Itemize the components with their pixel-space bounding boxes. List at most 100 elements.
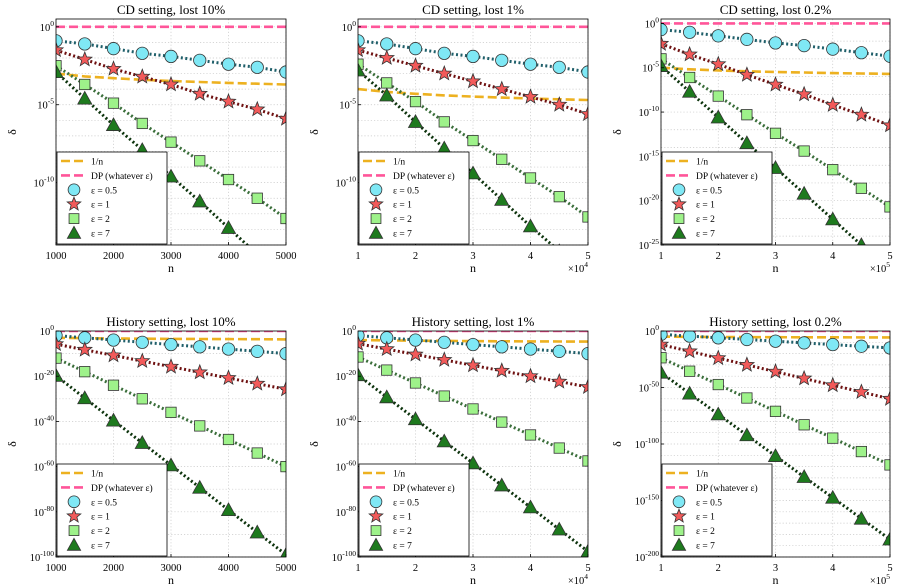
legend-label: 1/n — [696, 470, 708, 480]
data-point-triangle — [465, 455, 481, 470]
data-point-circle — [523, 57, 538, 71]
series-layer — [358, 25, 588, 245]
y-tick-label-base: 10 — [639, 152, 650, 163]
data-point-triangle — [494, 191, 510, 206]
data-point-triangle — [220, 220, 237, 234]
x-tick-label: 4000 — [218, 251, 239, 262]
data-point-star — [551, 372, 568, 389]
data-point-triangle — [220, 502, 237, 516]
legend-label: ε = 1 — [91, 201, 110, 211]
x-tick-label: 4 — [528, 563, 534, 574]
legend-marker-triangle — [368, 225, 384, 239]
data-point-triangle — [379, 87, 395, 102]
y-tick-label-base: 10 — [332, 553, 343, 564]
data-point-square — [222, 173, 235, 186]
data-point-triangle — [494, 477, 510, 492]
y-tick-label-exponent: -10 — [44, 175, 54, 184]
data-point-circle — [408, 42, 423, 56]
y-tick-label: 10-10 — [639, 104, 660, 119]
data-point-triangle — [661, 58, 669, 72]
data-point-square — [661, 352, 667, 364]
y-tick-label: 10-60 — [336, 459, 357, 474]
x-tick-label: 2000 — [103, 563, 124, 574]
y-tick-label-exponent: -15 — [649, 148, 659, 157]
x-axis-label: n — [168, 573, 174, 587]
data-point-circle — [78, 37, 92, 51]
data-point-square — [467, 403, 479, 415]
data-point-triangle — [280, 546, 286, 557]
y-tick-label-base: 10 — [645, 327, 656, 338]
data-point-triangle — [192, 479, 208, 494]
y-tick-label: 10-50 — [639, 380, 660, 395]
legend-label: ε = 2 — [696, 215, 715, 225]
data-point-square — [798, 145, 810, 157]
legend: 1/n DP (whatever ε) ε = 0.5 ε = 1 ε = 2 ε = 7 — [56, 463, 168, 557]
y-tick-label-exponent: -5 — [48, 97, 54, 106]
legend-label: ε = 0.5 — [393, 498, 419, 508]
data-point-square — [438, 116, 450, 128]
data-point-square — [251, 447, 263, 459]
data-point-star — [493, 362, 510, 378]
data-point-triangle — [56, 64, 64, 78]
data-point-square — [769, 127, 782, 139]
x-axis-multiplier-exponent: 4 — [584, 572, 588, 581]
legend-label: ε = 2 — [393, 215, 412, 225]
x-tick-label: 1 — [355, 563, 360, 574]
y-tick-label: 10-100 — [635, 436, 659, 451]
y-tick-label: 10-5 — [37, 97, 54, 112]
subplot-6: 1 2 3 4 510010-5010-10010-15010-200×105Histo… — [610, 314, 893, 587]
data-point-square — [165, 406, 177, 418]
y-tick-label: 10-40 — [34, 413, 55, 428]
series-layer — [56, 25, 286, 245]
y-tick-label-exponent: 0 — [655, 15, 659, 24]
data-point-circle — [552, 60, 566, 74]
data-point-star — [738, 356, 756, 372]
data-point-square — [409, 377, 422, 389]
data-point-circle — [408, 333, 423, 347]
data-point-square — [553, 442, 565, 454]
y-tick-label-exponent: -20 — [346, 368, 356, 377]
legend-label: ε = 0.5 — [696, 498, 722, 508]
y-tick-label-exponent: -100 — [342, 549, 356, 558]
y-tick-label: 10-15 — [639, 148, 660, 163]
y-tick-label-exponent: -80 — [346, 504, 356, 513]
legend-marker-circle — [369, 495, 383, 509]
data-point-triangle — [882, 531, 890, 546]
x-axis-multiplier-exponent: 5 — [886, 260, 890, 269]
y-tick-label: 100 — [645, 323, 660, 338]
y-tick-label-base: 10 — [30, 553, 41, 564]
data-point-star — [134, 68, 151, 84]
data-point-star — [551, 96, 568, 112]
data-point-triangle — [379, 389, 395, 404]
y-tick-label-exponent: 0 — [50, 323, 54, 332]
legend-label: ε = 7 — [91, 542, 110, 552]
x-axis-multiplier-base: ×10 — [568, 576, 584, 587]
data-point-star — [162, 75, 180, 92]
y-tick-label-exponent: -25 — [649, 237, 659, 246]
data-point-triangle — [857, 237, 866, 245]
y-tick-label-base: 10 — [639, 384, 650, 395]
legend-label: DP (whatever ε) — [696, 171, 758, 182]
x-tick-label: 2 — [413, 251, 418, 262]
legend-marker-star — [368, 196, 384, 211]
legend: 1/n DP (whatever ε) ε = 0.5 ε = 1 ε = 2 ε = 7 — [661, 151, 773, 245]
data-point-circle — [523, 342, 538, 356]
data-point-star — [436, 64, 453, 81]
legend-label: ε = 1 — [696, 201, 715, 211]
series-layer — [661, 331, 890, 546]
y-tick-label-exponent: -100 — [40, 549, 54, 558]
data-point-circle — [768, 36, 783, 50]
y-tick-label-base: 10 — [639, 197, 650, 208]
y-tick-label: 10-20 — [34, 368, 55, 383]
data-point-square — [107, 379, 120, 391]
data-point-star — [681, 342, 698, 359]
data-point-circle — [250, 60, 264, 74]
legend: 1/n DP (whatever ε) ε = 0.5 ε = 1 ε = 2 ε = 7 — [358, 151, 470, 245]
x-tick-label: 4000 — [218, 563, 239, 574]
x-tick-label: 3 — [470, 563, 475, 574]
data-point-circle — [854, 46, 868, 60]
x-axis-label: n — [470, 261, 476, 275]
y-tick-label-base: 10 — [40, 327, 51, 338]
data-point-star — [220, 92, 237, 109]
